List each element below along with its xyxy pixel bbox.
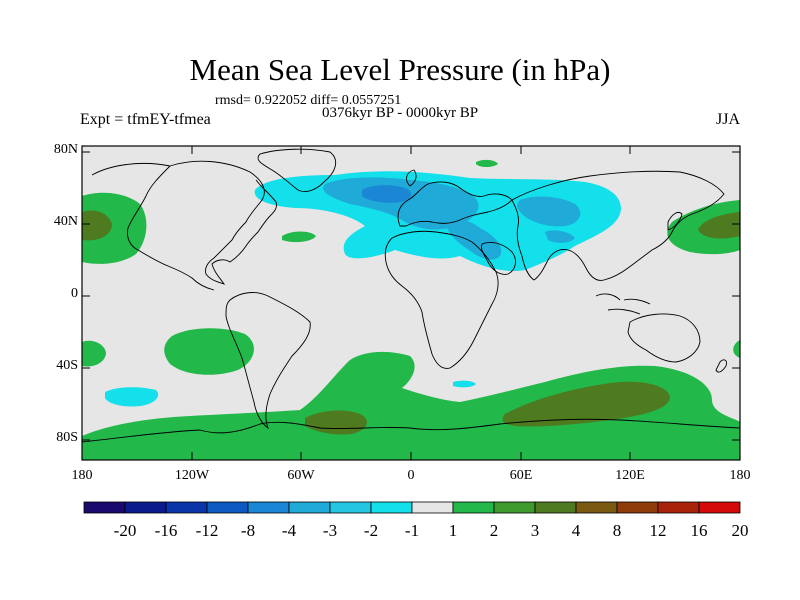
lat-label-equator: 0 [71, 286, 78, 301]
lon-label-180-east: 180 [729, 468, 751, 483]
coastline-japan [667, 211, 683, 231]
negative-anomaly-south-atlantic [453, 380, 476, 388]
colorbar-label: -1 [404, 521, 420, 540]
colorbar-label: 1 [448, 521, 458, 540]
coastline-asia [511, 170, 725, 281]
colorbar-swatch [165, 501, 208, 514]
positive-anomaly-north-pacific-east-core [698, 212, 740, 239]
coastline-north-america [91, 160, 277, 291]
colorbar-label: 3 [530, 521, 540, 540]
positive-anomaly-arctic-small [476, 159, 498, 167]
coastline-africa [384, 230, 499, 369]
coastline-new-zealand [715, 359, 727, 373]
positive-anomaly-southwest-edge [82, 340, 106, 367]
colorbar-swatch [206, 501, 249, 514]
rmsd-diff-stats: rmsd= 0.922052 diff= 0.0557251 [215, 93, 402, 108]
colorbar-label: 20 [731, 521, 749, 540]
season-label: JJA [715, 111, 740, 128]
coastline-greenland [257, 148, 337, 193]
negative-anomaly-south-pacific [105, 387, 159, 407]
negative-anomaly-north-core [362, 185, 412, 203]
colorbar-label: -4 [281, 521, 297, 540]
colorbar-label: -2 [363, 521, 379, 540]
coastlines [82, 148, 740, 443]
coastline-indonesia [595, 293, 651, 315]
lat-label-80n: 80N [53, 142, 78, 157]
colorbar-label: 16 [690, 521, 708, 540]
colorbar-swatch [698, 501, 741, 514]
positive-anomaly-southern-ocean [82, 351, 740, 460]
lon-label-120e: 120E [615, 468, 645, 483]
colorbar-label: 12 [649, 521, 667, 540]
colorbar-swatch [616, 501, 659, 514]
map-field [82, 146, 740, 460]
lon-label-60w: 60W [287, 468, 315, 483]
colorbar-label: 4 [571, 521, 581, 540]
lat-label-80s: 80S [56, 430, 78, 445]
lat-label-40n: 40N [53, 214, 78, 229]
positive-anomaly-southeast-edge [733, 340, 740, 358]
coastline-europe [397, 169, 513, 227]
colorbar [83, 501, 741, 514]
colorbar-label: -3 [322, 521, 338, 540]
lat-label-40s: 40S [56, 358, 78, 373]
negative-anomaly-north-mid [323, 177, 479, 230]
colorbar-swatch [370, 501, 413, 514]
lon-label-0: 0 [407, 468, 415, 483]
colorbar-label: -12 [195, 521, 219, 540]
lon-label-60e: 60E [509, 468, 533, 483]
colorbar-swatch [493, 501, 536, 514]
colorbar-swatch [288, 501, 331, 514]
colorbar-swatch [83, 501, 126, 514]
colorbar-swatch [124, 501, 167, 514]
colorbar-swatch [247, 501, 290, 514]
negative-anomaly-india [545, 230, 575, 243]
colorbar-swatch [657, 501, 700, 514]
tick-marks [81, 146, 741, 460]
colorbar-swatch [452, 501, 495, 514]
colorbar-label: -16 [154, 521, 178, 540]
coastline-arabia [481, 241, 516, 275]
colorbar-label: -20 [113, 521, 137, 540]
colorbar-label: 2 [489, 521, 499, 540]
negative-anomaly-mideast [445, 219, 502, 260]
coastline-antarctica [82, 418, 740, 443]
negative-anomaly-asia [517, 196, 581, 227]
lon-label-180-west: 180 [71, 468, 93, 483]
lon-label-120w: 120W [174, 468, 210, 483]
positive-anomaly-north-pacific-west-core [82, 210, 112, 241]
colorbar-label: 8 [612, 521, 622, 540]
positive-anomaly-south-pacific [164, 328, 254, 375]
colorbar-label: -8 [240, 521, 256, 540]
colorbar-swatch [411, 501, 454, 514]
colorbar-swatch [575, 501, 618, 514]
positive-anomaly-atlantic-small [282, 231, 316, 243]
chart-title: Mean Sea Level Pressure (in hPa) [189, 52, 611, 87]
coastline-south-america [225, 292, 311, 430]
positive-anomaly-north-pacific-west [82, 192, 147, 264]
positive-anomaly-southern-ocean-core-east [502, 381, 670, 427]
colorbar-swatch [329, 501, 372, 514]
time-period-label: 0376kyr BP - 0000kyr BP [322, 105, 479, 121]
colorbar-swatch [534, 501, 577, 514]
experiment-label: Expt = tfmEY-tfmea [80, 111, 211, 128]
coastline-australia [627, 313, 701, 363]
